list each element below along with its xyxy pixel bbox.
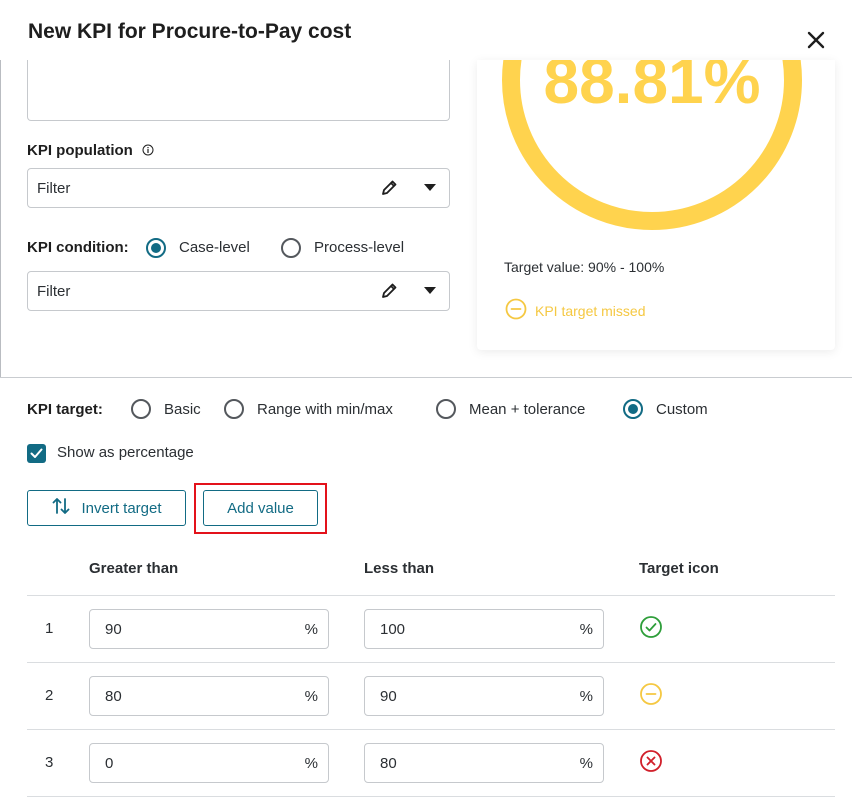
greater-than-input[interactable]: 0 %	[89, 743, 329, 783]
greater-than-value: 80	[105, 688, 122, 705]
radio-process-level-label: Process-level	[314, 239, 405, 256]
gauge-value-text: 88.81%	[543, 60, 760, 117]
greater-than-input[interactable]: 90 %	[89, 609, 329, 649]
x-circle-icon[interactable]	[639, 749, 663, 773]
row-index: 1	[45, 620, 54, 637]
less-than-value: 90	[380, 688, 397, 705]
kpi-population-label: KPI population	[27, 142, 154, 160]
checkmark-icon	[30, 448, 43, 458]
scroll-edge	[0, 60, 1, 378]
radio-range[interactable]	[224, 399, 244, 419]
check-circle-icon[interactable]	[639, 615, 663, 639]
add-value-button[interactable]: Add value	[203, 490, 318, 526]
kpi-condition-filter[interactable]: Filter	[27, 271, 450, 311]
less-than-value: 80	[380, 755, 397, 772]
radio-range-label: Range with min/max	[257, 401, 393, 418]
radio-mean-tolerance[interactable]	[436, 399, 456, 419]
chevron-down-icon[interactable]	[424, 287, 436, 294]
less-than-input[interactable]: 80 %	[364, 743, 604, 783]
greater-than-value: 0	[105, 755, 114, 772]
radio-custom[interactable]	[623, 399, 643, 419]
show-percentage-label: Show as percentage	[57, 444, 194, 461]
table-divider	[27, 796, 835, 797]
target-status-label: KPI target missed	[535, 302, 646, 319]
kpi-gauge: 88.81%	[502, 60, 802, 230]
greater-than-value: 90	[105, 621, 122, 638]
radio-custom-label: Custom	[656, 401, 708, 418]
invert-target-button[interactable]: Invert target	[27, 490, 186, 526]
header-target-icon: Target icon	[639, 560, 719, 577]
section-divider	[0, 377, 852, 378]
minus-circle-icon	[505, 298, 527, 323]
percent-unit: %	[579, 755, 593, 772]
radio-case-level-label: Case-level	[179, 239, 250, 256]
table-divider	[27, 729, 835, 730]
percent-unit: %	[304, 755, 318, 772]
less-than-input[interactable]: 90 %	[364, 676, 604, 716]
kpi-preview-card: 88.81% Target value: 90% - 100% KPI targ…	[477, 60, 835, 350]
kpi-target-label: KPI target:	[27, 401, 103, 418]
target-status: KPI target missed	[505, 298, 646, 323]
percent-unit: %	[579, 621, 593, 638]
swap-vertical-icon	[51, 496, 71, 520]
header-greater-than: Greater than	[89, 560, 179, 577]
row-index: 3	[45, 754, 54, 771]
percent-unit: %	[304, 621, 318, 638]
close-icon[interactable]	[804, 28, 828, 52]
radio-mean-tolerance-label: Mean + tolerance	[469, 401, 586, 418]
radio-case-level[interactable]	[146, 238, 166, 258]
radio-basic[interactable]	[131, 399, 151, 419]
table-divider	[27, 595, 835, 596]
kpi-population-label-text: KPI population	[27, 142, 133, 159]
less-than-value: 100	[380, 621, 406, 638]
radio-process-level[interactable]	[281, 238, 301, 258]
header-less-than: Less than	[364, 560, 435, 577]
kpi-condition-filter-value: Filter	[37, 283, 71, 300]
invert-target-label: Invert target	[81, 499, 162, 517]
show-percentage-checkbox[interactable]	[27, 444, 46, 463]
chevron-down-icon[interactable]	[424, 184, 436, 191]
kpi-population-filter[interactable]: Filter	[27, 168, 450, 208]
target-value-text: Target value: 90% - 100%	[504, 259, 665, 275]
pencil-icon[interactable]	[380, 282, 398, 300]
info-icon[interactable]	[142, 143, 154, 160]
radio-basic-label: Basic	[164, 401, 201, 418]
kpi-condition-label: KPI condition:	[27, 239, 129, 256]
greater-than-input[interactable]: 80 %	[89, 676, 329, 716]
row-index: 2	[45, 687, 54, 704]
description-textarea[interactable]	[27, 60, 450, 121]
kpi-population-filter-value: Filter	[37, 180, 71, 197]
pencil-icon[interactable]	[380, 179, 398, 197]
percent-unit: %	[304, 688, 318, 705]
minus-circle-icon[interactable]	[639, 682, 663, 706]
less-than-input[interactable]: 100 %	[364, 609, 604, 649]
dialog-title: New KPI for Procure-to-Pay cost	[28, 20, 352, 43]
table-divider	[27, 662, 835, 663]
percent-unit: %	[579, 688, 593, 705]
